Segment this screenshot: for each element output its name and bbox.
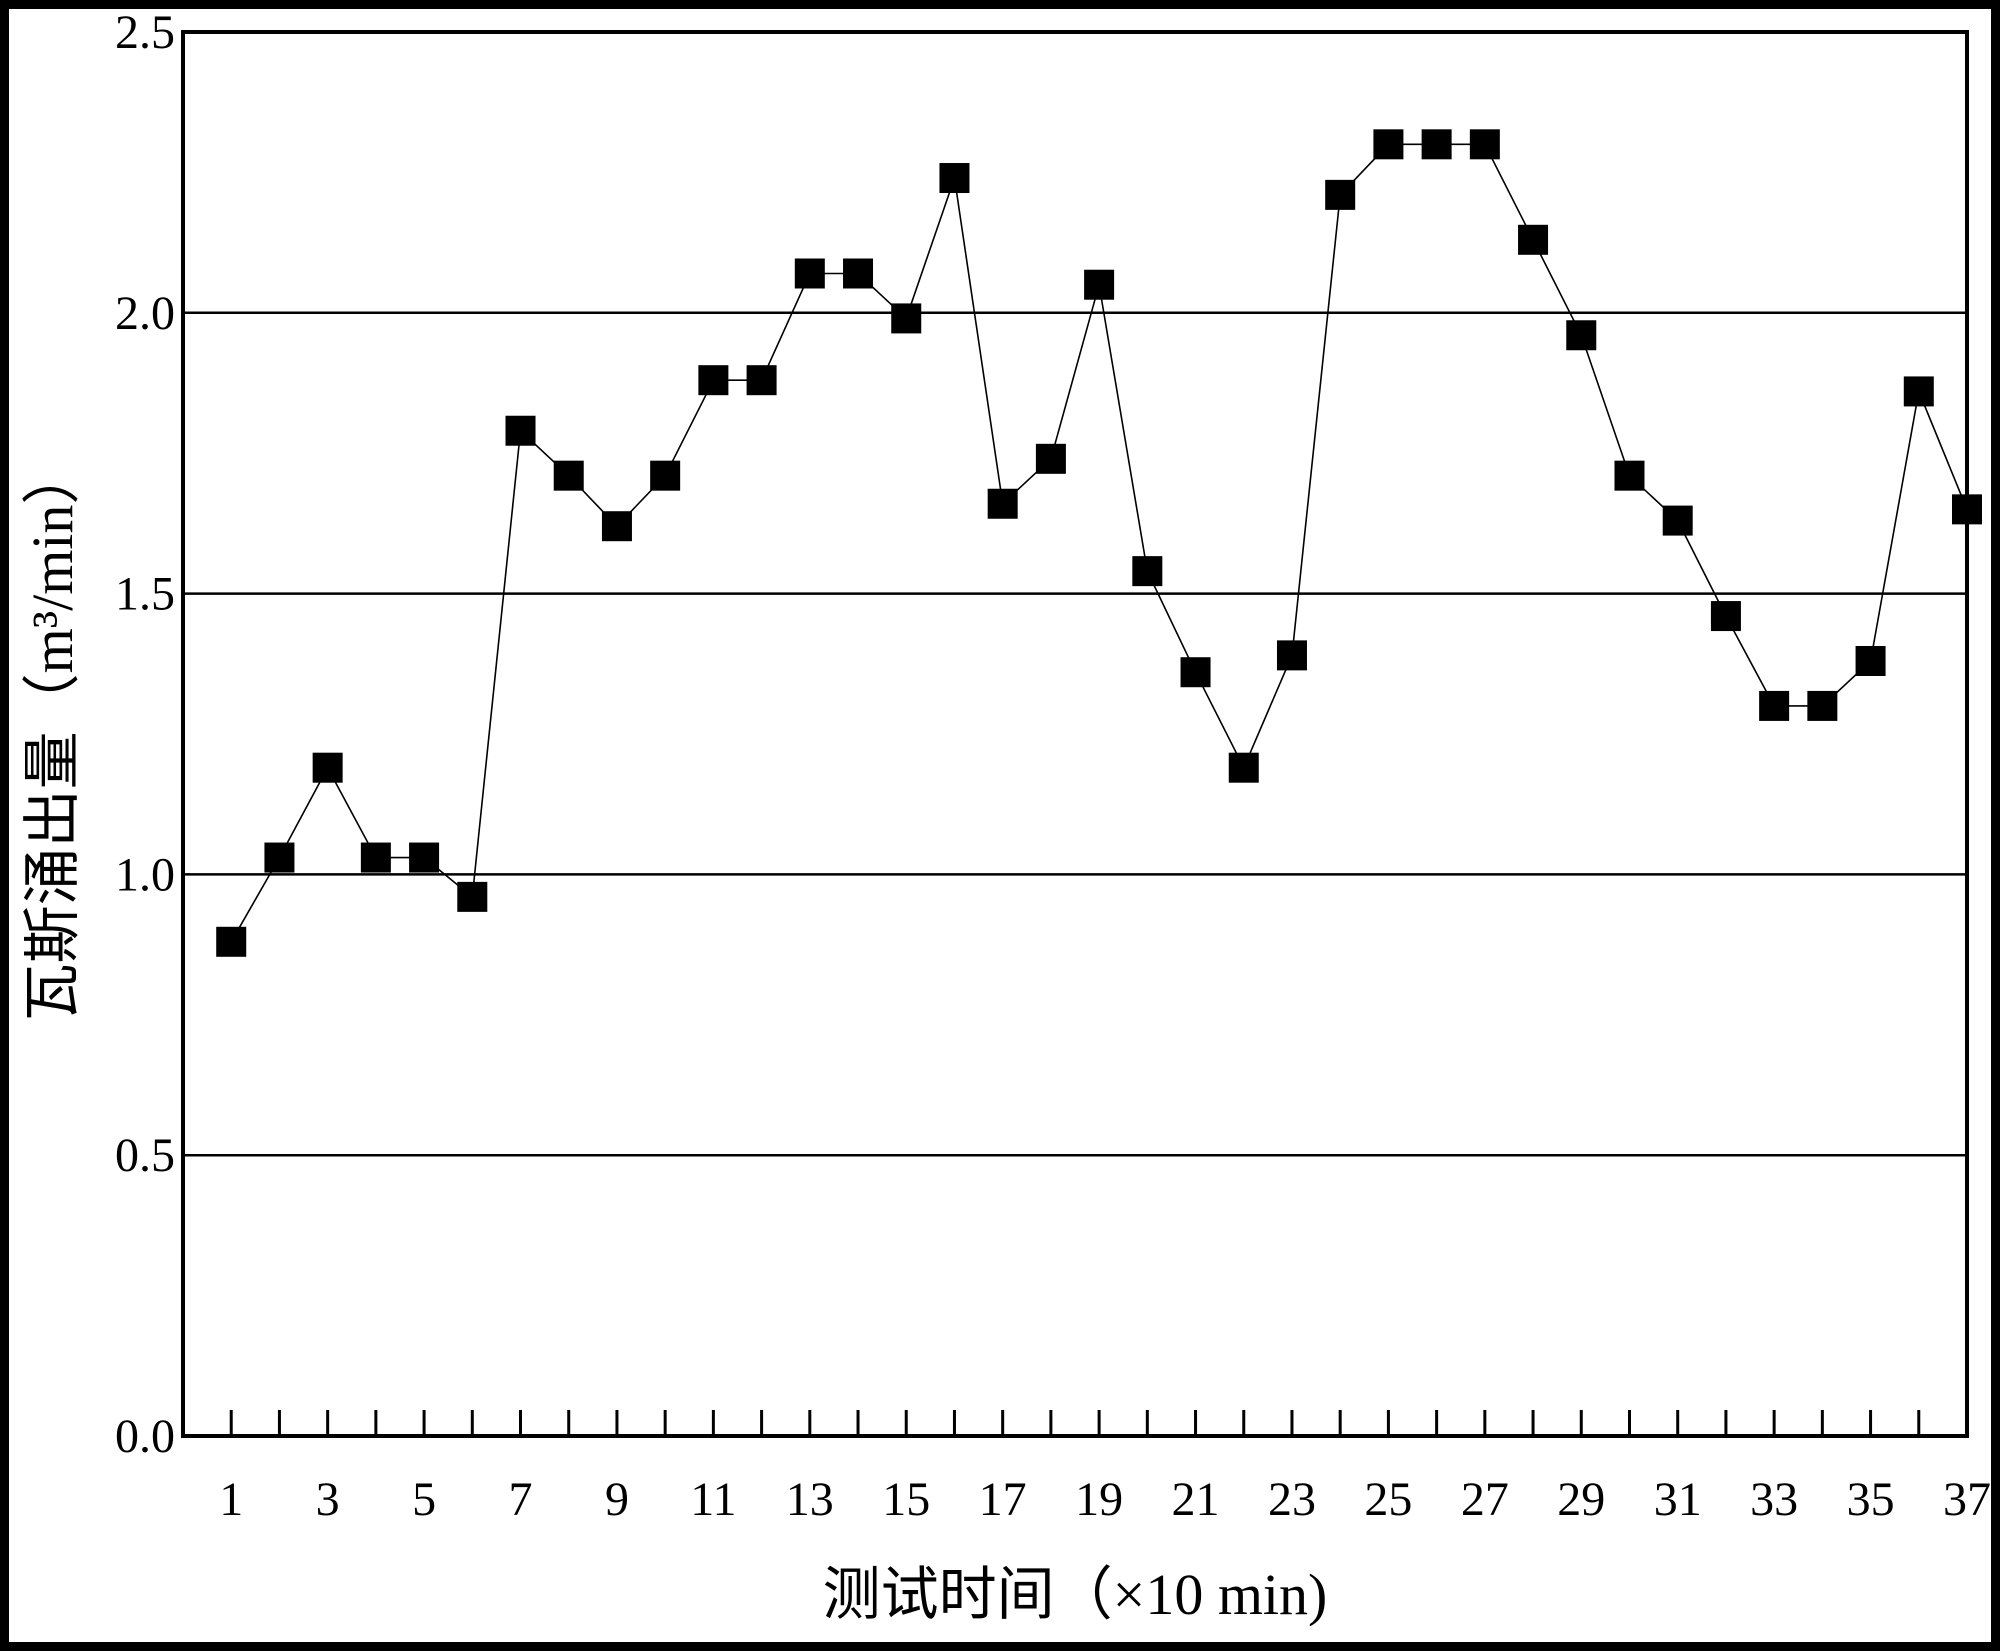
x-tick-label: 9 bbox=[605, 1473, 629, 1526]
data-point bbox=[360, 842, 391, 873]
data-point bbox=[553, 460, 584, 491]
data-point bbox=[1035, 443, 1066, 474]
x-tick-label: 35 bbox=[1847, 1473, 1895, 1526]
x-tick-label: 1 bbox=[219, 1473, 243, 1526]
data-point bbox=[216, 926, 247, 957]
y-tick-label: 1.0 bbox=[115, 848, 175, 901]
data-point bbox=[264, 842, 295, 873]
data-point bbox=[1228, 752, 1259, 783]
data-point bbox=[457, 881, 488, 912]
x-tick-label: 11 bbox=[690, 1473, 736, 1526]
x-tick-label: 23 bbox=[1268, 1473, 1316, 1526]
x-tick-label: 29 bbox=[1557, 1473, 1605, 1526]
x-tick-label: 37 bbox=[1943, 1473, 1991, 1526]
data-point bbox=[1421, 129, 1452, 160]
data-point bbox=[987, 488, 1018, 519]
data-point bbox=[650, 460, 681, 491]
data-point bbox=[1518, 224, 1549, 255]
x-tick-label: 21 bbox=[1172, 1473, 1220, 1526]
x-tick-label: 33 bbox=[1750, 1473, 1798, 1526]
data-point bbox=[939, 163, 970, 194]
gridlines bbox=[183, 311, 1967, 1157]
y-tick-label: 0.0 bbox=[115, 1410, 175, 1463]
x-tick-label: 17 bbox=[979, 1473, 1027, 1526]
x-tick-label: 7 bbox=[509, 1473, 533, 1526]
data-point bbox=[1614, 460, 1645, 491]
x-tick-label: 25 bbox=[1364, 1473, 1412, 1526]
data-point bbox=[698, 365, 729, 396]
x-tick-label: 13 bbox=[786, 1473, 834, 1526]
data-point bbox=[1807, 690, 1838, 721]
plot-border bbox=[181, 30, 1969, 1438]
data-point bbox=[843, 258, 874, 289]
x-tick-label: 19 bbox=[1075, 1473, 1123, 1526]
y-tick-label: 2.5 bbox=[115, 9, 175, 59]
data-point bbox=[1469, 129, 1500, 160]
plot-area bbox=[183, 32, 1967, 1436]
x-axis-ticks: 1 3 5 7 9 11 13 15 17 19 21 23 25 27 29 31 33 35 37 bbox=[219, 1410, 1991, 1526]
y-axis-title: 瓦斯涌出量（m³/min） bbox=[20, 447, 85, 1022]
chart: 0.00.51.01.52.02.5 1 3 5 7 9 11 13 15 17 19 21 23 25… bbox=[20, 9, 1991, 1627]
data-point bbox=[1084, 269, 1115, 300]
x-tick-label: 3 bbox=[316, 1473, 340, 1526]
data-point bbox=[312, 752, 343, 783]
data-point bbox=[1662, 505, 1693, 536]
data-point bbox=[1276, 640, 1307, 671]
x-tick-label: 31 bbox=[1654, 1473, 1702, 1526]
y-tick-label: 1.5 bbox=[115, 568, 175, 621]
data-point bbox=[891, 303, 922, 334]
x-tick-label: 15 bbox=[882, 1473, 930, 1526]
data-point bbox=[409, 842, 440, 873]
y-axis-ticks: 0.0 0.5 1.0 1.5 2.0 2.5 bbox=[115, 9, 175, 1463]
data-point bbox=[1710, 601, 1741, 632]
data-point bbox=[1373, 129, 1404, 160]
data-point bbox=[1325, 179, 1356, 210]
data-point bbox=[1759, 690, 1790, 721]
data-point bbox=[601, 511, 632, 542]
data-point bbox=[1180, 657, 1211, 688]
x-tick-label: 27 bbox=[1461, 1473, 1509, 1526]
data-point bbox=[794, 258, 825, 289]
data-point bbox=[1903, 376, 1934, 407]
x-axis-title: 测试时间（×10 min) bbox=[823, 1562, 1328, 1627]
x-tick-label: 5 bbox=[412, 1473, 436, 1526]
series-markers bbox=[216, 129, 1982, 957]
data-point bbox=[1132, 556, 1163, 587]
y-tick-label: 0.5 bbox=[115, 1129, 175, 1182]
data-point bbox=[1566, 320, 1597, 351]
data-point bbox=[1855, 645, 1886, 676]
data-point bbox=[746, 365, 777, 396]
y-tick-label: 2.0 bbox=[115, 287, 175, 340]
data-point bbox=[505, 415, 536, 446]
